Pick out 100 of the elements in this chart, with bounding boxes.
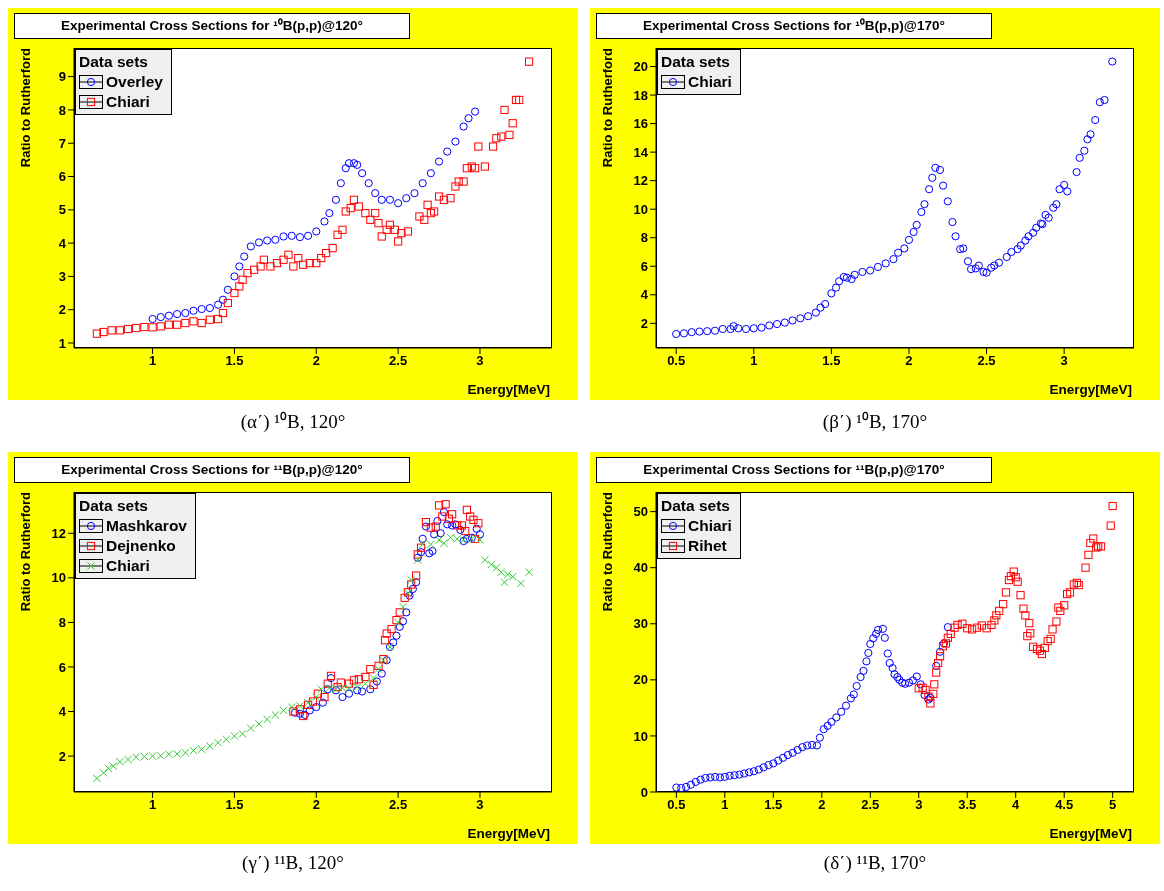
point bbox=[398, 617, 408, 626]
y-tick-label: 4 bbox=[58, 235, 67, 251]
point bbox=[295, 233, 304, 242]
point bbox=[421, 522, 431, 531]
x-tick-label: 1 bbox=[148, 797, 157, 813]
point bbox=[197, 304, 206, 314]
point bbox=[431, 522, 440, 531]
point bbox=[395, 608, 404, 617]
y-tick-label: 2 bbox=[58, 302, 66, 318]
point bbox=[312, 702, 321, 712]
x-tick-label: 2 bbox=[312, 797, 320, 813]
x-tick-label: 4.5 bbox=[1055, 797, 1074, 813]
legend-label: Chiari bbox=[688, 72, 732, 92]
y-tick-label: 8 bbox=[58, 615, 66, 630]
x-tick-label: 1.5 bbox=[225, 353, 244, 369]
point bbox=[181, 308, 190, 318]
x-axis-title: Energy[MeV] bbox=[467, 382, 550, 397]
x-tick-label: 3 bbox=[476, 797, 484, 813]
point bbox=[402, 608, 411, 617]
point bbox=[320, 217, 329, 226]
point bbox=[416, 548, 426, 557]
y-axis-title: Ratio to Rutherford bbox=[600, 492, 615, 612]
point bbox=[320, 692, 329, 702]
x-tick-label: 2 bbox=[905, 353, 913, 369]
y-tick-label: 0 bbox=[640, 784, 648, 800]
point bbox=[349, 676, 359, 685]
point bbox=[308, 697, 318, 706]
point bbox=[295, 709, 304, 718]
chart-title: Experimental Cross Sections for ¹¹B(p,p)@170° bbox=[596, 457, 992, 483]
y-tick-label: 4 bbox=[640, 287, 649, 303]
point bbox=[438, 512, 447, 521]
point bbox=[240, 252, 249, 261]
point bbox=[366, 665, 375, 674]
point bbox=[287, 231, 296, 240]
point bbox=[461, 526, 470, 536]
point bbox=[338, 692, 347, 702]
x-tick-label: 3.5 bbox=[958, 797, 977, 813]
point bbox=[394, 199, 403, 208]
point bbox=[189, 306, 198, 315]
y-tick-label: 8 bbox=[640, 230, 648, 246]
legend-label: Mashkarov bbox=[106, 516, 187, 536]
point bbox=[408, 584, 417, 594]
point bbox=[305, 706, 314, 715]
point bbox=[456, 525, 465, 534]
legend-title: Data sets bbox=[661, 496, 731, 516]
point bbox=[382, 629, 391, 638]
point bbox=[213, 300, 223, 309]
y-tick-label: 40 bbox=[633, 560, 648, 576]
point bbox=[434, 157, 444, 166]
y-axis-title: Ratio to Rutherford bbox=[18, 48, 33, 168]
point bbox=[457, 521, 467, 530]
point bbox=[336, 678, 345, 687]
x-tick-label: 2 bbox=[312, 353, 320, 369]
x-tick-label: 1.5 bbox=[822, 353, 841, 369]
point bbox=[354, 675, 363, 684]
point bbox=[433, 516, 442, 526]
legend-label: Chiari bbox=[688, 516, 732, 536]
point bbox=[410, 189, 419, 198]
text: (β΄) ¹⁰B, 170° bbox=[821, 410, 929, 434]
point bbox=[313, 689, 323, 698]
y-axis-title: Ratio to Rutherford bbox=[18, 492, 33, 612]
point bbox=[377, 669, 386, 678]
legend-label: Chiari bbox=[106, 92, 150, 112]
y-tick-label: 9 bbox=[58, 69, 66, 85]
point bbox=[459, 122, 468, 131]
x-tick-label: 1 bbox=[750, 353, 758, 369]
point bbox=[451, 137, 460, 146]
point bbox=[470, 107, 480, 116]
x-tick-label: 1.5 bbox=[225, 797, 244, 813]
x-tick-label: 1.5 bbox=[764, 797, 783, 813]
point bbox=[156, 312, 165, 322]
point bbox=[425, 549, 434, 558]
y-tick-label: 7 bbox=[58, 135, 66, 151]
point bbox=[444, 514, 453, 523]
x-axis-title: Energy[MeV] bbox=[467, 826, 550, 841]
point bbox=[407, 580, 416, 589]
point bbox=[430, 530, 439, 539]
y-tick-label: 30 bbox=[633, 616, 648, 632]
legend-label: Dejnenko bbox=[106, 536, 176, 556]
point bbox=[395, 622, 404, 631]
text: (δ΄) ¹¹B, 170° bbox=[822, 852, 928, 874]
point bbox=[374, 661, 383, 670]
point bbox=[418, 534, 427, 543]
point bbox=[164, 311, 174, 320]
point bbox=[246, 242, 255, 251]
legend-title: Data sets bbox=[661, 52, 731, 72]
point bbox=[364, 179, 373, 188]
point bbox=[443, 147, 452, 156]
point bbox=[205, 303, 214, 313]
point bbox=[254, 238, 264, 247]
y-tick-label: 5 bbox=[58, 202, 66, 218]
point bbox=[218, 295, 228, 304]
x-tick-label: 2.5 bbox=[389, 353, 408, 369]
point bbox=[472, 524, 481, 533]
y-tick-label: 3 bbox=[58, 269, 66, 285]
point bbox=[466, 512, 475, 521]
y-tick-label: 16 bbox=[633, 116, 648, 132]
point bbox=[380, 636, 390, 645]
x-tick-label: 1 bbox=[721, 797, 729, 813]
y-tick-label: 8 bbox=[58, 102, 66, 118]
